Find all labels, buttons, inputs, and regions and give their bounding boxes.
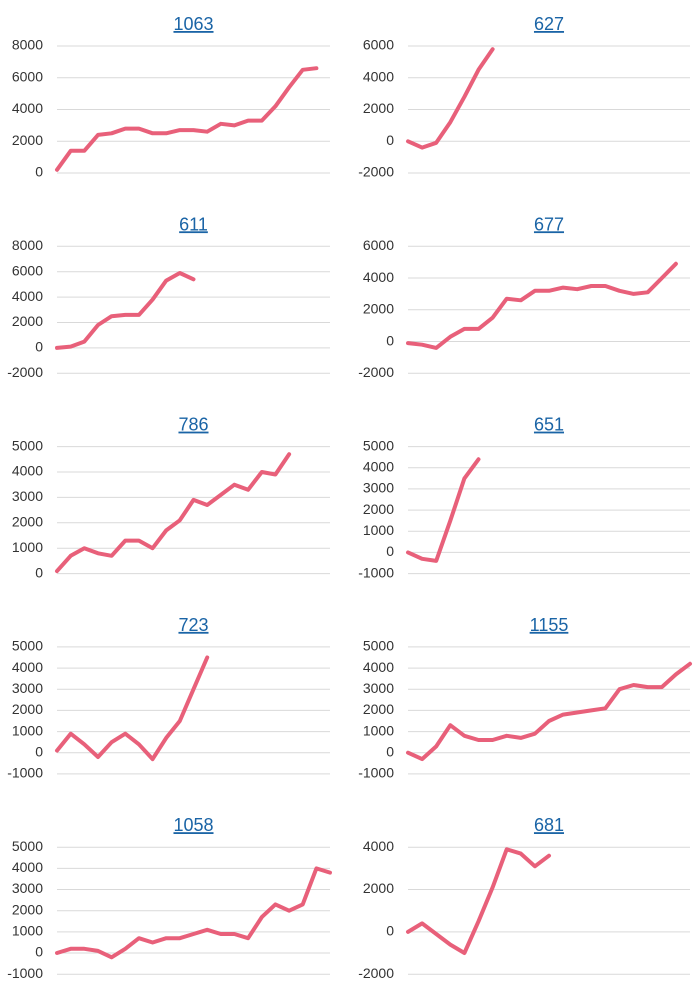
y-tick-label: -2000 <box>7 364 43 380</box>
y-tick-label: 5000 <box>363 638 394 654</box>
y-tick-label: 5000 <box>12 838 43 854</box>
y-tick-label: 2000 <box>363 880 394 896</box>
y-tick-label: -1000 <box>7 765 43 781</box>
y-tick-label: -1000 <box>358 765 394 781</box>
y-tick-label: 4000 <box>12 659 43 675</box>
y-tick-label: 6000 <box>12 68 43 84</box>
chart-title[interactable]: 786 <box>178 415 208 435</box>
y-tick-label: 8000 <box>12 37 43 53</box>
y-tick-label: 8000 <box>12 237 43 253</box>
y-tick-label: 2000 <box>12 701 43 717</box>
data-line <box>406 661 692 762</box>
y-tick-label: 6000 <box>363 37 394 53</box>
y-tick-label: -2000 <box>358 364 394 380</box>
y-tick-label: 4000 <box>363 659 394 675</box>
y-tick-label: 4000 <box>12 100 43 116</box>
y-tick-label: 5000 <box>363 437 394 453</box>
y-tick-label: 4000 <box>12 859 43 875</box>
y-tick-label: 2000 <box>12 901 43 917</box>
y-tick-label: 0 <box>386 332 394 348</box>
y-tick-label: 6000 <box>363 237 394 253</box>
chart-title[interactable]: 611 <box>179 214 208 234</box>
data-line <box>55 271 196 350</box>
y-tick-label: 4000 <box>12 288 43 304</box>
chart-title[interactable]: 681 <box>534 815 564 835</box>
data-line <box>406 457 481 563</box>
y-tick-label: -2000 <box>358 164 394 180</box>
chart-title[interactable]: 1063 <box>173 14 213 34</box>
y-tick-label: 3000 <box>363 680 394 696</box>
y-tick-label: 4000 <box>363 838 394 854</box>
y-tick-label: 1000 <box>363 722 394 738</box>
y-tick-label: 0 <box>35 743 43 759</box>
y-tick-label: 0 <box>35 339 43 355</box>
y-tick-label: 3000 <box>12 680 43 696</box>
y-tick-label: 0 <box>386 132 394 148</box>
y-tick-label: 3000 <box>12 880 43 896</box>
y-tick-label: 4000 <box>363 458 394 474</box>
y-tick-label: 1000 <box>363 522 394 538</box>
y-tick-label: -1000 <box>7 965 43 981</box>
data-line <box>55 452 292 574</box>
y-tick-label: 2000 <box>363 301 394 317</box>
data-line <box>55 866 332 960</box>
chart-title[interactable]: 651 <box>534 415 564 435</box>
y-tick-label: -1000 <box>358 564 394 580</box>
y-tick-label: 2000 <box>12 313 43 329</box>
y-tick-label: 3000 <box>12 488 43 504</box>
y-tick-label: 2000 <box>12 132 43 148</box>
data-line <box>55 66 319 172</box>
y-tick-label: 5000 <box>12 437 43 453</box>
y-tick-label: 1000 <box>12 539 43 555</box>
y-tick-label: 1000 <box>12 923 43 939</box>
y-tick-label: 0 <box>35 944 43 960</box>
y-tick-label: 4000 <box>12 463 43 479</box>
chart-title[interactable]: 723 <box>178 615 208 635</box>
chart-title[interactable]: 1155 <box>530 615 569 635</box>
chart-title[interactable]: 677 <box>534 214 564 234</box>
y-tick-label: 4000 <box>363 269 394 285</box>
y-tick-label: -2000 <box>358 965 394 981</box>
y-tick-label: 0 <box>386 923 394 939</box>
y-tick-label: 2000 <box>363 100 394 116</box>
y-tick-label: 4000 <box>363 68 394 84</box>
y-tick-label: 0 <box>35 164 43 180</box>
data-line <box>406 261 678 350</box>
y-tick-label: 0 <box>386 543 394 559</box>
chart-title[interactable]: 1058 <box>173 815 213 835</box>
y-tick-label: 1000 <box>12 722 43 738</box>
y-tick-label: 3000 <box>363 480 394 496</box>
data-line <box>406 47 495 150</box>
y-tick-label: 2000 <box>363 701 394 717</box>
chart-title[interactable]: 627 <box>534 14 564 34</box>
y-tick-label: 2000 <box>363 501 394 517</box>
y-tick-label: 5000 <box>12 638 43 654</box>
data-line <box>406 847 551 955</box>
y-tick-label: 0 <box>386 743 394 759</box>
y-tick-label: 2000 <box>12 514 43 530</box>
data-line <box>55 655 210 762</box>
y-tick-label: 6000 <box>12 262 43 278</box>
y-tick-label: 0 <box>35 564 43 580</box>
